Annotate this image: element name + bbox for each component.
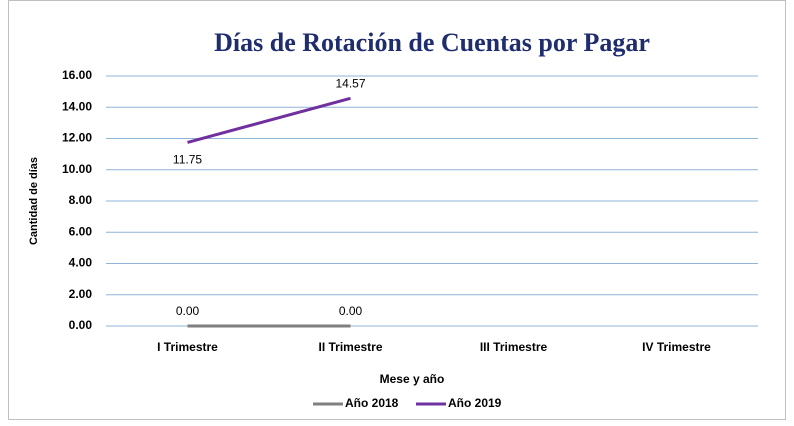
data-label: 14.57	[335, 77, 365, 91]
x-tick-label: IV Trimestre	[642, 340, 711, 354]
y-tick-label: 8.00	[69, 193, 93, 207]
data-label: 0.00	[176, 304, 200, 318]
chart-title: Días de Rotación de Cuentas por Pagar	[214, 28, 650, 57]
x-axis-label: Mese y año	[380, 372, 445, 386]
x-tick-label: III Trimestre	[480, 340, 548, 354]
legend-label: Año 2019	[448, 396, 502, 410]
y-tick-label: 4.00	[69, 256, 93, 270]
x-tick-label: I Trimestre	[157, 340, 218, 354]
y-tick-label: 0.00	[69, 318, 93, 332]
data-label: 0.00	[339, 304, 363, 318]
data-label: 11.75	[173, 153, 202, 167]
y-tick-label: 2.00	[69, 287, 93, 301]
y-tick-label: 10.00	[62, 162, 92, 176]
y-tick-label: 14.00	[62, 99, 92, 113]
y-axis-label: Cantidad de días	[28, 157, 40, 245]
y-tick-label: 12.00	[62, 131, 92, 145]
chart-border	[8, 0, 786, 420]
y-tick-label: 6.00	[69, 224, 93, 238]
x-tick-label: II Trimestre	[318, 340, 382, 354]
legend-label: Año 2018	[345, 396, 399, 410]
y-tick-label: 16.00	[62, 68, 92, 82]
series-line	[187, 96, 351, 144]
